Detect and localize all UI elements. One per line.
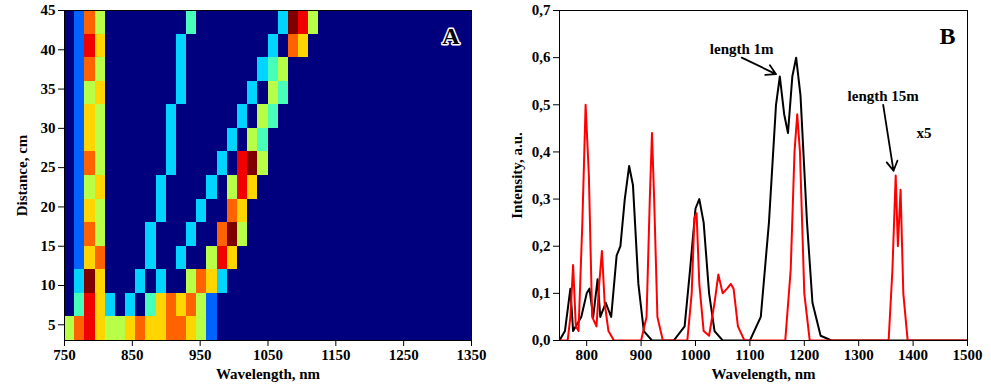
svg-text:0,7: 0,7 (532, 2, 551, 18)
svg-text:750: 750 (53, 347, 76, 363)
svg-text:Intensity, a.u.: Intensity, a.u. (509, 132, 525, 219)
svg-text:0,4: 0,4 (532, 144, 551, 160)
svg-text:1100: 1100 (735, 347, 764, 363)
svg-text:length 1m: length 1m (710, 41, 774, 57)
svg-text:40: 40 (41, 42, 56, 58)
svg-text:35: 35 (41, 81, 56, 97)
svg-text:850: 850 (121, 347, 144, 363)
svg-text:1000: 1000 (681, 347, 711, 363)
svg-text:Distance, cm: Distance, cm (14, 134, 30, 216)
svg-text:5: 5 (48, 317, 56, 333)
svg-text:Wavelength, nm: Wavelength, nm (216, 366, 321, 382)
svg-text:30: 30 (41, 120, 56, 136)
svg-text:1200: 1200 (789, 347, 819, 363)
svg-text:0,6: 0,6 (532, 49, 551, 65)
svg-text:900: 900 (630, 347, 653, 363)
svg-text:1300: 1300 (844, 347, 874, 363)
svg-text:1400: 1400 (898, 347, 928, 363)
svg-text:1350: 1350 (457, 347, 487, 363)
svg-text:0,3: 0,3 (532, 191, 551, 207)
svg-text:10: 10 (41, 277, 56, 293)
svg-text:1050: 1050 (253, 347, 283, 363)
svg-text:800: 800 (575, 347, 598, 363)
svg-text:0,2: 0,2 (532, 238, 551, 254)
svg-text:0,0: 0,0 (532, 332, 551, 348)
svg-text:B: B (939, 23, 955, 49)
svg-text:15: 15 (41, 238, 56, 254)
svg-text:Wavelength, nm: Wavelength, nm (711, 366, 816, 382)
svg-text:20: 20 (41, 199, 56, 215)
svg-text:1500: 1500 (953, 347, 983, 363)
svg-text:1150: 1150 (321, 347, 350, 363)
svg-text:45: 45 (41, 2, 56, 18)
svg-text:0,5: 0,5 (532, 97, 551, 113)
svg-text:25: 25 (41, 159, 56, 175)
svg-text:950: 950 (189, 347, 212, 363)
svg-text:length 15m: length 15m (848, 88, 920, 104)
svg-text:0,1: 0,1 (532, 285, 551, 301)
svg-text:1250: 1250 (389, 347, 419, 363)
svg-text:x5: x5 (916, 125, 931, 141)
svg-text:A: A (442, 23, 460, 49)
